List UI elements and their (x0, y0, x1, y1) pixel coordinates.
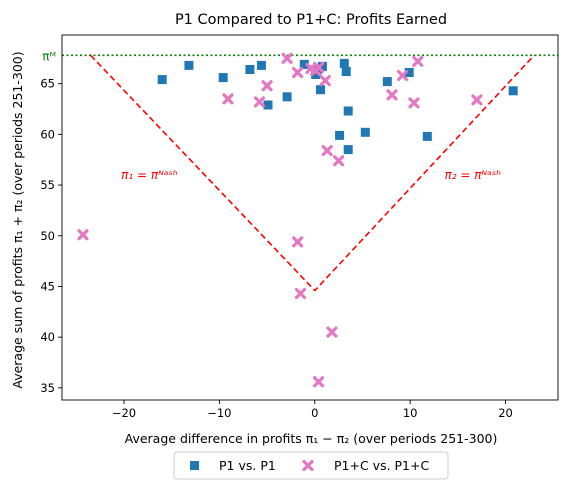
series-0-point-17 (360, 127, 370, 137)
x-tick-label-4: 20 (498, 406, 513, 420)
series-0-point-6 (282, 92, 292, 102)
legend: P1 vs. P1 P1+C vs. P1+C (173, 451, 449, 480)
series-1-point-0 (77, 229, 89, 241)
x-tick-label-1: −10 (207, 406, 231, 420)
series-1-point-17 (396, 69, 409, 82)
y-tick-label-0: 35 (40, 381, 55, 395)
series-0-point-5 (263, 100, 273, 110)
series-1-point-12 (319, 75, 331, 87)
x-axis-label: Average difference in profits π₁ − π₂ (o… (125, 431, 498, 446)
y-tick-label-1: 40 (40, 330, 55, 344)
series-0-point-14 (341, 67, 351, 76)
series-1-point-11 (312, 376, 325, 388)
legend-p1c-label: P1+C vs. P1+C (334, 458, 429, 473)
series-1-point-4 (281, 52, 293, 64)
series-0-point-20 (422, 131, 432, 141)
axes-frame (61, 34, 559, 401)
y-tick-label-3: 50 (40, 229, 55, 243)
series-0-point-16 (343, 106, 353, 116)
x-tick-label-2: 0 (311, 406, 318, 420)
series-0-point-19 (404, 68, 414, 77)
legend-p1-marker (190, 461, 199, 470)
x-tick-label-0: −20 (112, 406, 136, 420)
plot-area: πᴹ π₁ = πᴺᵃˢʰ π₂ = πᴺᵃˢʰ −20 −10 0 10 20 35 40 45 5… (40, 34, 559, 420)
y-tick-label-5: 60 (40, 127, 55, 141)
series-1-point-10 (312, 61, 325, 74)
series-1-point-6 (292, 236, 304, 248)
nash-right-label: π₂ = πᴺᵃˢʰ (444, 168, 501, 182)
series-1-point-7 (294, 287, 307, 300)
series-1-point-18 (408, 97, 420, 109)
series-0-point-0 (157, 75, 167, 85)
series-1-point-19 (412, 55, 424, 67)
y-tick-label-6: 65 (40, 77, 55, 91)
series-0-point-10 (316, 85, 325, 95)
legend-p1-label: P1 vs. P1 (219, 458, 276, 473)
legend-box (173, 451, 449, 480)
y-tick-label-2: 45 (40, 279, 55, 293)
series-0-point-4 (256, 60, 266, 70)
series-0-point-8 (311, 70, 321, 79)
nash-boundary-line (90, 54, 535, 292)
series-1-point-5 (292, 66, 304, 79)
series-1-point-14 (326, 326, 338, 338)
series-1-point-20 (471, 94, 483, 106)
series-1-point-2 (253, 96, 266, 108)
series-1-point-16 (386, 89, 398, 101)
chart-title: P1 Compared to P1+C: Profits Earned (175, 12, 447, 28)
series-0-point-15 (343, 145, 353, 155)
y-axis-label: Average sum of profits π₁ + π₂ (over per… (10, 51, 25, 388)
series-0-point-18 (382, 77, 392, 87)
nash-left-label: π₁ = πᴺᵃˢʰ (121, 168, 178, 182)
series-1-point-3 (261, 80, 273, 92)
x-tick-label-3: 10 (403, 406, 418, 420)
y-tick-label-4: 55 (40, 178, 55, 192)
series-0-point-1 (184, 60, 194, 70)
series-0-point-7 (299, 59, 309, 69)
series-1-point-1 (222, 93, 234, 105)
series-1-point-15 (333, 155, 345, 167)
series-0-point-3 (245, 65, 255, 74)
series-0-point-11 (317, 61, 327, 71)
monopoly-reference-label: πᴹ (42, 49, 56, 63)
series-0-point-12 (335, 130, 345, 140)
series-1-point-13 (321, 144, 333, 157)
series-0-point-2 (218, 73, 228, 83)
legend-p1c-marker (302, 459, 314, 472)
series-0-point-21 (508, 86, 518, 96)
series-0-point-13 (339, 58, 349, 68)
